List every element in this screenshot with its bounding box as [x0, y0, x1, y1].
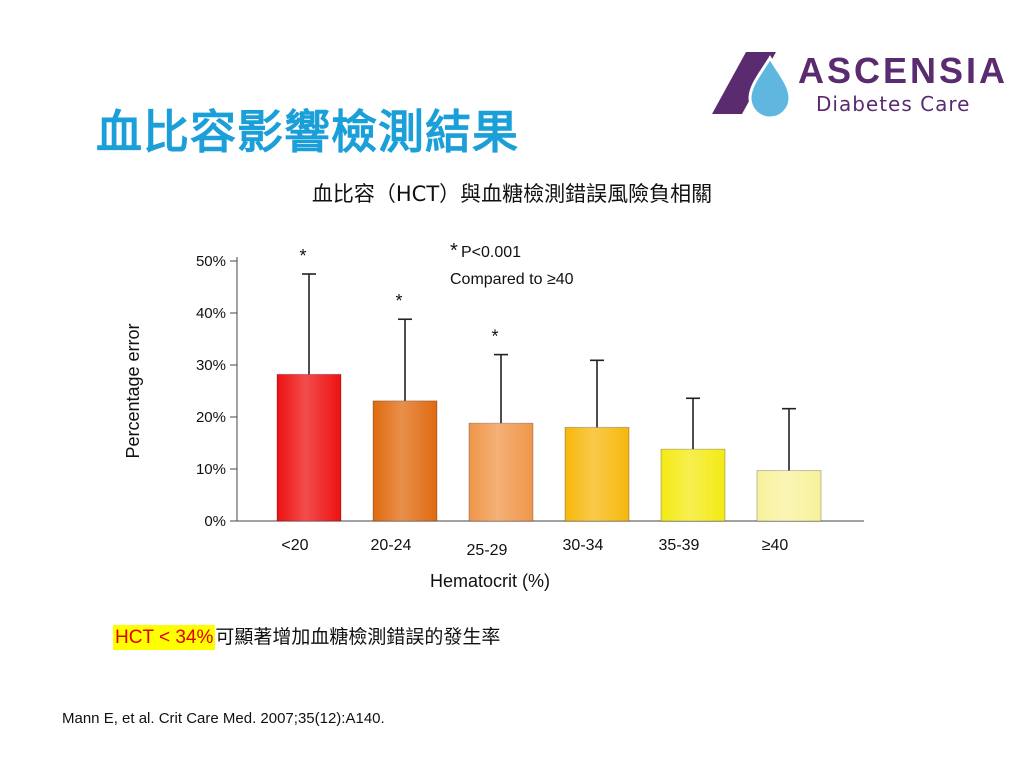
- x-tick-label: <20: [281, 537, 308, 554]
- highlight-red-text: HCT < 34%: [113, 625, 216, 650]
- highlight-note: HCT < 34% 可顯著增加血糖檢測錯誤的發生率: [113, 622, 501, 650]
- bar-highlight: [565, 427, 629, 521]
- y-tick-label: 50%: [196, 253, 226, 270]
- y-tick-label: 20%: [196, 409, 226, 426]
- bar-chart: 0% 10% 20% 30% 40% 50% Percentage error * * * <20 2…: [123, 240, 864, 591]
- annotation-compared: Compared to ≥40: [450, 271, 574, 288]
- bar-highlight: [661, 449, 725, 521]
- y-tick-label: 0%: [204, 513, 226, 530]
- x-tick-label: 25-29: [467, 542, 508, 559]
- y-tick-label: 40%: [196, 305, 226, 322]
- significance-star: *: [491, 327, 498, 347]
- logo-sub-text: Diabetes Care: [816, 92, 971, 116]
- y-tick-label: 10%: [196, 461, 226, 478]
- ascensia-logo: ASCENSIA Diabetes Care: [712, 48, 1012, 123]
- y-axis-label: Percentage error: [123, 323, 143, 458]
- bar-highlight: [469, 423, 533, 521]
- x-tick-label: 35-39: [659, 537, 700, 554]
- bar-highlight: [373, 400, 437, 521]
- x-tick-label: 20-24: [371, 537, 412, 554]
- bar-highlight: [757, 470, 821, 521]
- slide-title: 血比容影響檢測結果: [96, 105, 519, 159]
- highlight-rest-text: 可顯著增加血糖檢測錯誤的發生率: [215, 627, 501, 648]
- significance-star: *: [299, 246, 306, 266]
- x-axis-label: Hematocrit (%): [430, 571, 550, 591]
- citation: Mann E, et al. Crit Care Med. 2007;35(12…: [62, 710, 385, 727]
- chart-title: 血比容（HCT）與血糖檢測錯誤風險負相關: [311, 182, 713, 206]
- x-tick-label: ≥40: [762, 537, 789, 554]
- x-tick-label: 30-34: [563, 537, 604, 554]
- ascensia-logo-mark: [712, 52, 792, 120]
- bar-highlight: [277, 374, 341, 521]
- annotation-star: *: [450, 240, 458, 262]
- y-tick-label: 30%: [196, 357, 226, 374]
- logo-brand-text: ASCENSIA: [798, 50, 1009, 91]
- annotation-p-value: P<0.001: [461, 244, 521, 261]
- significance-star: *: [395, 291, 402, 311]
